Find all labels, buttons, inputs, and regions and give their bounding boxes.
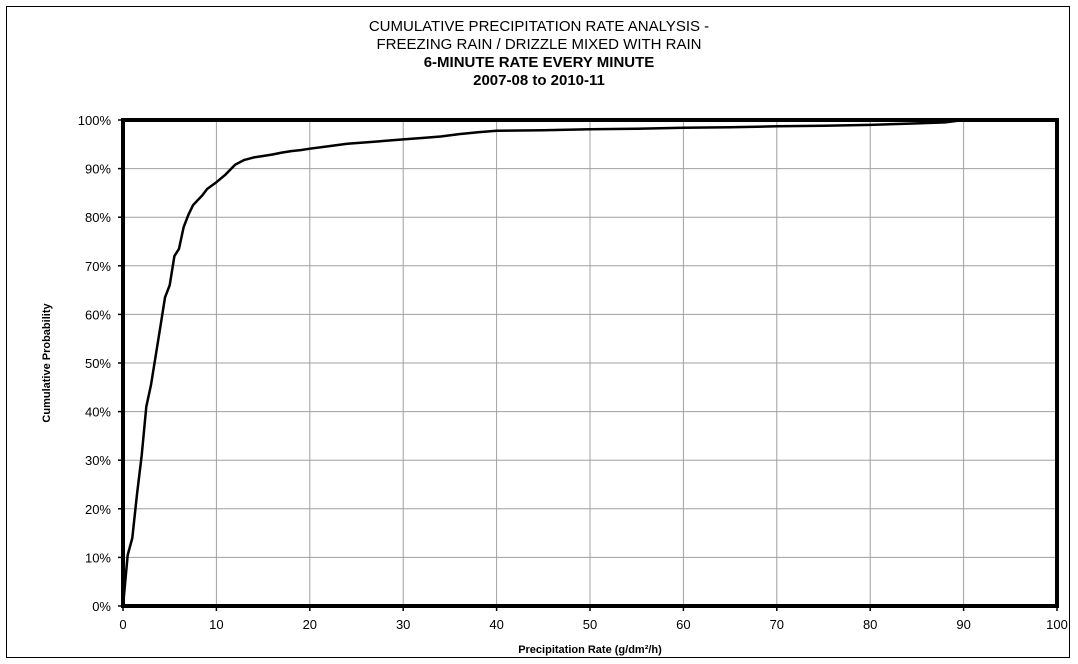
- y-tick-label-6: 60%: [85, 307, 111, 322]
- y-tick-label-1: 10%: [85, 550, 111, 565]
- x-tick-label-0: 0: [119, 617, 126, 632]
- chart-subtitle-line-2: 2007-08 to 2010-11: [473, 72, 605, 89]
- x-tick-label-60: 60: [676, 617, 690, 632]
- y-tick-label-2: 20%: [85, 502, 111, 517]
- x-tick-label-20: 20: [303, 617, 317, 632]
- x-tick-label-100: 100: [1046, 617, 1068, 632]
- chart-title-line-2: FREEZING RAIN / DRIZZLE MIXED WITH RAIN: [376, 36, 702, 53]
- chart-frame: [6, 6, 1070, 658]
- y-tick-label-3: 30%: [85, 453, 111, 468]
- grid-layer: [122, 119, 1058, 607]
- x-tick-label-90: 90: [956, 617, 970, 632]
- y-tick-label-10: 100%: [78, 113, 112, 128]
- y-tick-label-5: 50%: [85, 356, 111, 371]
- x-tick-label-40: 40: [489, 617, 503, 632]
- y-tick-label-0: 0%: [92, 599, 111, 614]
- x-tick-label-70: 70: [770, 617, 784, 632]
- x-tick-label-80: 80: [863, 617, 877, 632]
- chart-title-line-1: CUMULATIVE PRECIPITATION RATE ANALYSIS -: [368, 18, 710, 35]
- y-axis-title: Cumulative Probability: [41, 303, 53, 423]
- plot-area-border: [121, 118, 1059, 608]
- x-tick-label-10: 10: [209, 617, 223, 632]
- ticks-layer: 0 10 20 30 40 50 60 70 80 90 100 0% 10% 20% 30% 40% 50% 6…: [78, 113, 1068, 632]
- y-tick-label-8: 80%: [85, 210, 111, 225]
- chart-subtitle-line-1: 6-MINUTE RATE EVERY MINUTE: [423, 54, 655, 71]
- y-tick-label-4: 40%: [85, 405, 111, 420]
- x-axis-title: Precipitation Rate (g/dm²/h): [518, 644, 662, 656]
- series-layer: [121, 118, 964, 607]
- y-tick-label-7: 70%: [85, 259, 111, 274]
- x-tick-label-30: 30: [396, 617, 410, 632]
- series-line-0: [121, 118, 964, 607]
- x-tick-label-50: 50: [583, 617, 597, 632]
- y-tick-label-9: 90%: [85, 162, 111, 177]
